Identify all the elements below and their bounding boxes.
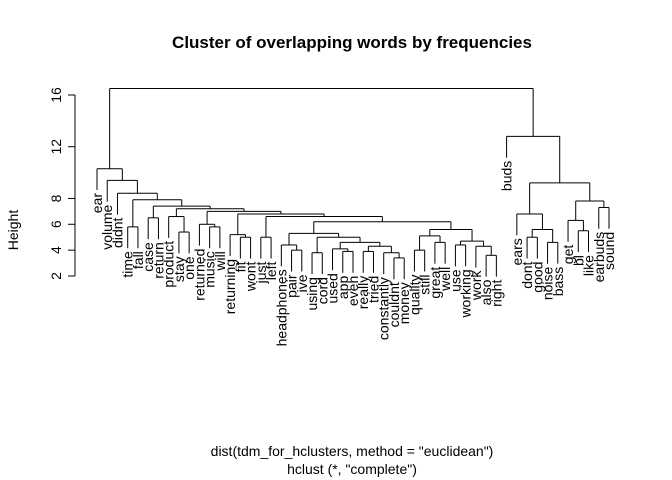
leaf-label: even bbox=[345, 276, 361, 306]
leaf-label: constantly bbox=[376, 277, 392, 340]
leaf-label: just bbox=[253, 261, 269, 284]
leaf-label: will bbox=[212, 251, 228, 271]
leaf-label: headphones bbox=[273, 269, 289, 346]
leaf-label: good bbox=[529, 262, 545, 293]
leaf-label: stay bbox=[171, 256, 187, 282]
leaf-label: returning bbox=[222, 259, 238, 314]
leaf-label: pair bbox=[284, 274, 300, 298]
y-tick-label: 8 bbox=[48, 194, 64, 202]
leaf-label: also bbox=[478, 279, 494, 305]
leaf-label: returned bbox=[191, 249, 207, 301]
leaf-label: return bbox=[150, 242, 166, 279]
y-tick-label: 12 bbox=[48, 139, 64, 155]
leaf-label: get bbox=[560, 245, 576, 265]
leaf-label: well bbox=[437, 267, 453, 292]
chart-title: Cluster of overlapping words by frequenc… bbox=[172, 33, 532, 52]
leaf-label: fall bbox=[130, 251, 146, 269]
leaf-label: bass bbox=[550, 267, 566, 297]
leaf-label: used bbox=[325, 273, 341, 303]
leaf-label: ive bbox=[294, 274, 310, 292]
leaf-label: earbuds bbox=[591, 232, 607, 283]
y-tick-label: 2 bbox=[48, 272, 64, 280]
leaf-label: right bbox=[488, 280, 504, 307]
leaf-label: like bbox=[581, 255, 597, 276]
leaf-label: ear bbox=[89, 193, 105, 214]
leaf-label: great bbox=[427, 267, 443, 299]
leaf-label: dont bbox=[519, 261, 535, 288]
leaf-label: cord bbox=[314, 277, 330, 304]
leaf-label: still bbox=[417, 274, 433, 294]
leaf-label: buds bbox=[499, 161, 515, 191]
leaf-label: ears bbox=[509, 238, 525, 265]
y-axis-label: Height bbox=[5, 210, 21, 251]
leaf-label: working bbox=[458, 269, 474, 318]
leaf-label: time bbox=[120, 251, 136, 278]
y-tick-label: 4 bbox=[48, 246, 64, 254]
leaf-label: tried bbox=[365, 276, 381, 303]
leaf-label: fit bbox=[232, 261, 248, 272]
leaf-label: sound bbox=[601, 232, 617, 270]
leaf-label: case bbox=[140, 242, 156, 272]
leaf-label: really bbox=[355, 276, 371, 309]
leaf-label: using bbox=[304, 277, 320, 310]
leaf-label: wont bbox=[243, 261, 259, 292]
y-tick-label: 16 bbox=[48, 87, 64, 103]
y-tick-label: 6 bbox=[48, 220, 64, 228]
subtitle: hclust (*, "complete") bbox=[287, 461, 417, 477]
leaf-label: one bbox=[181, 256, 197, 280]
leaf-label: use bbox=[447, 269, 463, 292]
leaf-label: didnt bbox=[109, 217, 125, 247]
leaf-label: bl bbox=[570, 255, 586, 266]
x-axis-label: dist(tdm_for_hclusters, method = "euclid… bbox=[211, 443, 494, 459]
leaf-label: noise bbox=[540, 267, 556, 301]
leaf-label: app bbox=[335, 276, 351, 300]
leaf-label: work bbox=[468, 270, 484, 302]
leaf-label: left bbox=[263, 261, 279, 280]
leaf-label: product bbox=[161, 241, 177, 288]
leaf-label: money bbox=[396, 282, 412, 324]
leaf-label: quality bbox=[406, 274, 422, 314]
leaf-label: couldnt bbox=[386, 282, 402, 327]
leaf-label: volume bbox=[99, 204, 115, 249]
leaf-label: music bbox=[202, 251, 218, 288]
